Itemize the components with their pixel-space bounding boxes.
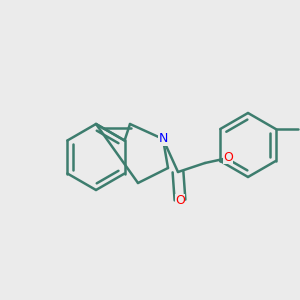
Text: N: N: [158, 133, 168, 146]
Text: O: O: [223, 152, 233, 164]
Text: O: O: [175, 194, 185, 206]
